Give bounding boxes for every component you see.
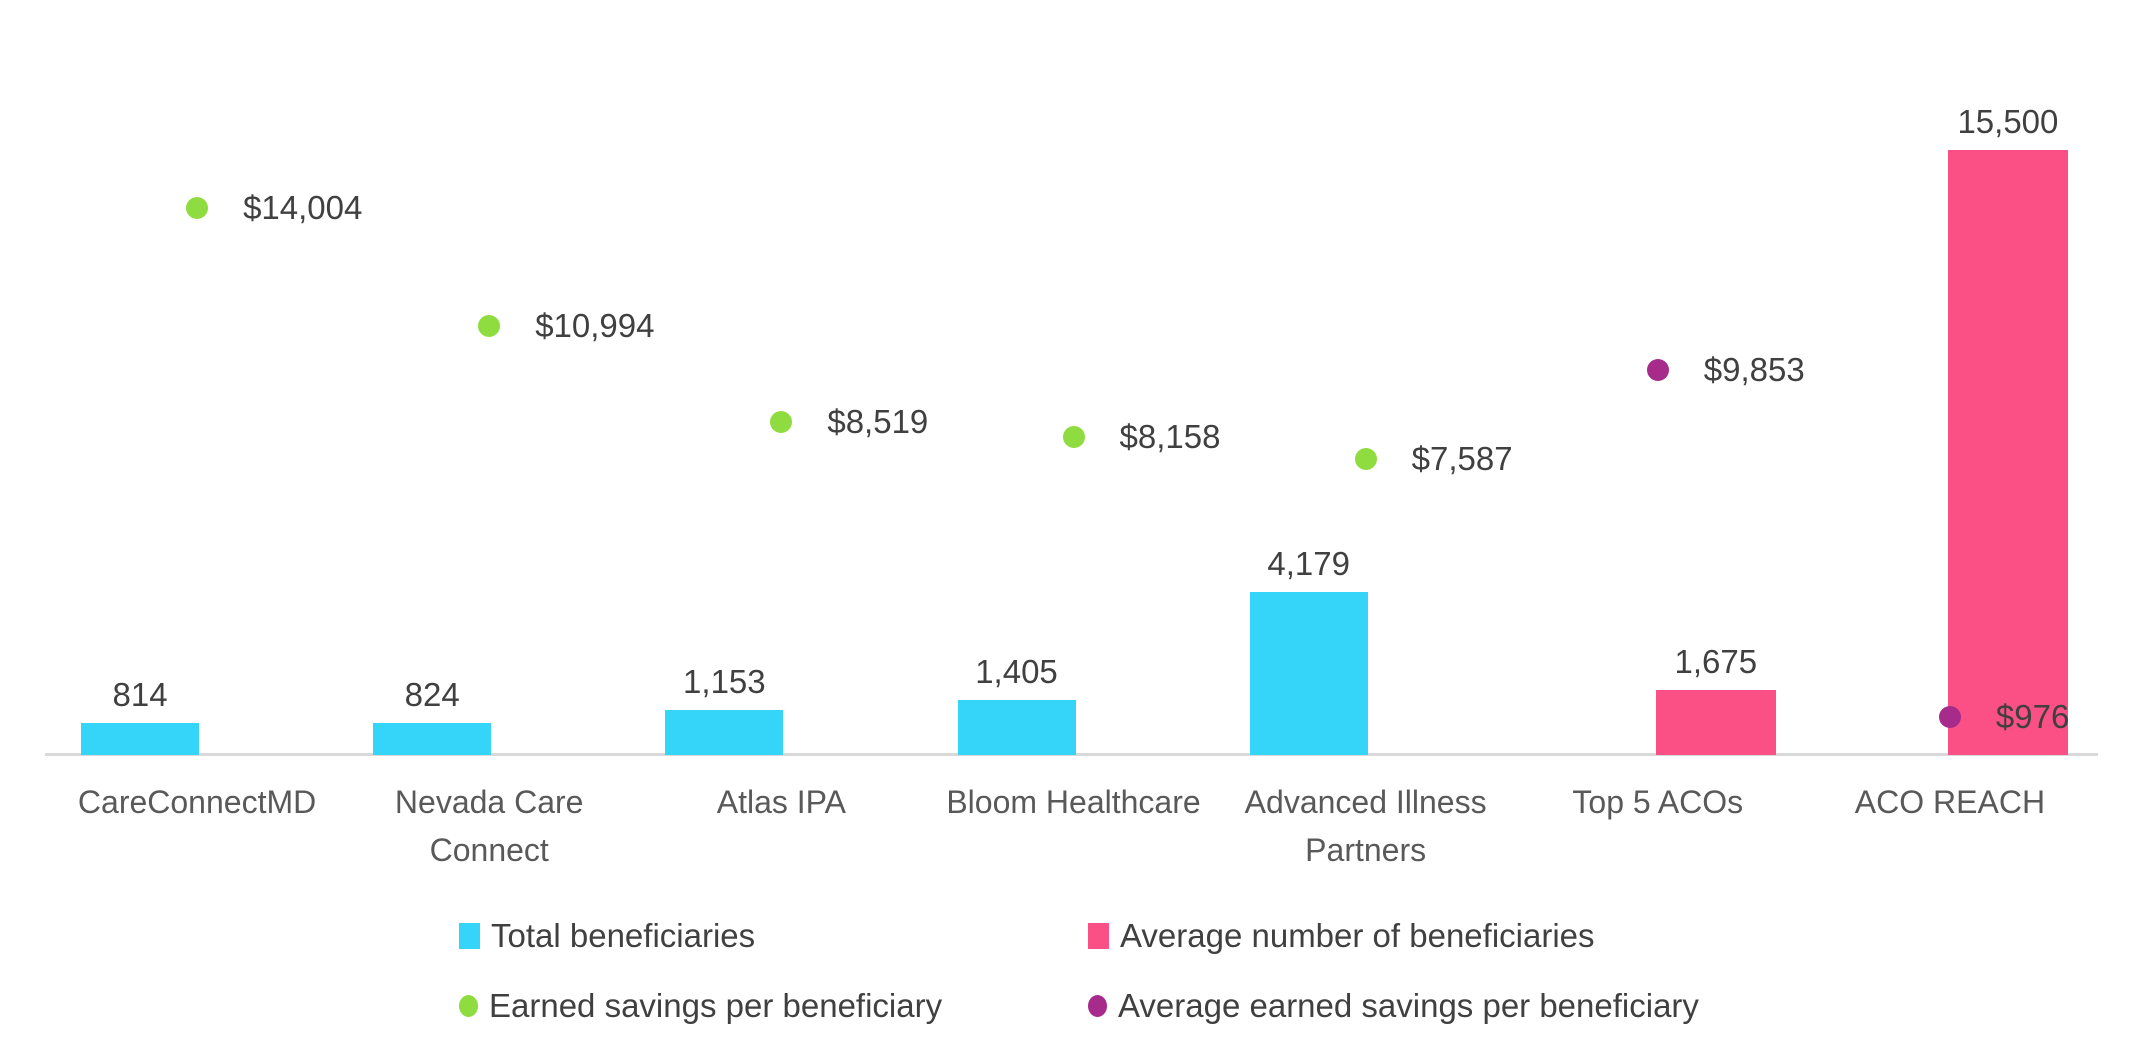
bar-value-label: 1,153 [683,663,766,700]
data-point-dot [1938,705,1961,728]
data-point-label: $10,994 [535,306,655,344]
data-point-dot [1646,359,1669,382]
x-axis-category-label: ACO REACH [1854,784,2046,820]
legend-bar-swatch-icon [459,923,480,949]
data-point-label: $14,004 [243,189,363,227]
bar-total-beneficiaries [373,722,492,755]
bar-value-label: 15,500 [1957,103,2059,140]
data-point-dot [770,411,793,434]
data-point-label: $9,853 [1703,351,1805,389]
bar-avg-beneficiaries [1655,689,1776,755]
bar-value-label: 1,405 [975,653,1058,691]
bar-total-beneficiaries [665,709,784,755]
legend-label: Average number of beneficiaries [1120,917,1595,954]
legend-item: Average number of beneficiaries [1088,916,1595,956]
x-axis-category-label: Nevada Care Connect [394,784,584,868]
bar-value-label: 4,179 [1267,544,1350,582]
legend-bar-swatch-icon [1088,923,1109,949]
bar-total-beneficiaries [1249,591,1368,755]
legend-label: Earned savings per beneficiary [489,987,943,1024]
bar-total-beneficiaries [957,700,1076,755]
data-point-dot [1354,447,1377,470]
legend-item: Earned savings per beneficiary [459,986,942,1026]
legend-label: Average earned savings per beneficiary [1118,987,1699,1024]
data-point-label: $8,158 [1119,417,1221,455]
bar-value-label: 824 [404,675,460,713]
data-point-label: $976 [1995,697,2070,735]
x-axis-category-label: Atlas IPA [716,784,846,820]
bar-value-label: 1,675 [1674,642,1758,680]
data-point-label: $8,519 [827,403,929,441]
x-axis-category-label: CareConnectMD [77,784,317,820]
x-axis-category-label: Advanced Illness Partners [1244,784,1487,868]
legend-dot-icon [1088,995,1107,1017]
data-point-dot [1062,425,1085,448]
bar-total-beneficiaries [81,723,200,755]
data-point-dot [478,314,501,337]
legend-item: Total beneficiaries [459,916,755,956]
legend-item: Average earned savings per beneficiary [1088,986,1699,1026]
bar-value-label: 814 [112,676,168,714]
legend-label: Total beneficiaries [491,917,756,954]
bar-avg-beneficiaries [1947,150,2068,755]
data-point-dot [186,197,209,220]
x-axis-category-label: Top 5 ACOs [1572,784,1744,820]
legend-dot-icon [459,995,478,1017]
x-axis-category-label: Bloom Healthcare [946,784,1201,820]
data-point-label: $7,587 [1411,439,1513,477]
